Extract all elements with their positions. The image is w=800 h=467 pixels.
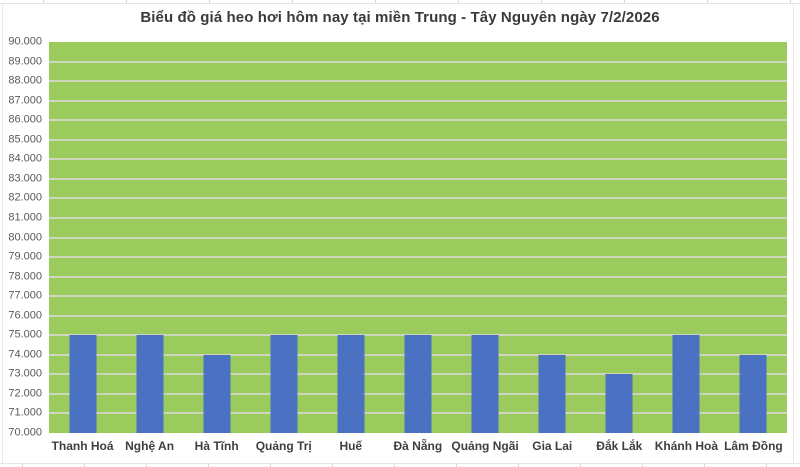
bar <box>471 335 499 433</box>
bar-slot <box>183 42 250 433</box>
y-tick-label: 79.000 <box>8 250 42 263</box>
gridline <box>49 275 787 278</box>
y-tick-label: 89.000 <box>8 55 42 68</box>
y-tick-label: 88.000 <box>8 74 42 87</box>
y-tick-label: 85.000 <box>8 133 42 146</box>
y-tick-label: 72.000 <box>8 387 42 400</box>
y-tick-label: 84.000 <box>8 152 42 165</box>
y-tick-label: 78.000 <box>8 270 42 283</box>
x-tick-label: Gia Lai <box>532 439 573 453</box>
bar-slot <box>452 42 519 433</box>
y-tick-label: 90.000 <box>8 35 42 48</box>
bar-slot <box>586 42 653 433</box>
bar-slot <box>653 42 720 433</box>
x-tick-label: Nghệ An <box>125 439 175 453</box>
y-axis-labels: 70.000 71.000 72.000 73.000 74.000 75.000 76.0… <box>0 36 45 438</box>
gridline <box>49 138 787 141</box>
x-tick-label: Đắk Lắk <box>596 439 643 453</box>
x-tick-label: Lâm Đồng <box>724 439 783 453</box>
y-tick-label: 71.000 <box>8 406 42 419</box>
chart-title: Biểu đồ giá heo hơi hôm nay tại miền Tru… <box>140 9 660 26</box>
page-frame-bottom <box>0 463 800 467</box>
gridline <box>49 314 787 317</box>
bar-slot <box>317 42 384 433</box>
x-axis-labels: Thanh Hoá Nghệ An Hà Tĩnh Quảng Trị Huế Đà Nẵ… <box>49 433 787 461</box>
bar <box>605 374 633 433</box>
x-tick-label: Thanh Hoá <box>51 439 114 453</box>
gridline <box>49 236 787 239</box>
bar-slot <box>519 42 586 433</box>
page-frame-left <box>2 3 3 464</box>
plot-area <box>49 42 787 433</box>
gridline <box>49 256 787 259</box>
bar <box>69 335 97 433</box>
bar <box>538 354 566 433</box>
bar-slot <box>49 42 116 433</box>
bar <box>270 335 298 433</box>
x-tick-label: Huế <box>339 439 363 453</box>
gridline <box>49 99 787 102</box>
y-tick-label: 82.000 <box>8 191 42 204</box>
y-tick-label: 81.000 <box>8 211 42 224</box>
gridline <box>49 216 787 219</box>
y-tick-label: 80.000 <box>8 231 42 243</box>
gridline <box>49 119 787 122</box>
gridline <box>49 60 787 63</box>
gridline <box>49 158 787 161</box>
x-tick-label: Đà Nẵng <box>393 439 443 453</box>
y-tick-label: 87.000 <box>8 94 42 107</box>
bar <box>337 335 365 433</box>
y-tick-label: 83.000 <box>8 172 42 185</box>
bar <box>672 335 700 433</box>
bar-slot <box>720 42 787 433</box>
bar-slot <box>250 42 317 433</box>
y-tick-label: 75.000 <box>8 328 42 341</box>
gridline <box>49 177 787 180</box>
y-tick-label: 73.000 <box>8 367 42 380</box>
bar-slot <box>116 42 183 433</box>
bar-slot <box>384 42 451 433</box>
bar <box>136 335 164 433</box>
x-tick-label: Quảng Ngãi <box>451 439 519 453</box>
page-frame-right <box>793 3 794 464</box>
gridline <box>49 197 787 200</box>
y-tick-label: 74.000 <box>8 348 42 361</box>
x-tick-label: Hà Tĩnh <box>194 439 239 453</box>
bar <box>203 354 231 433</box>
y-tick-label: 86.000 <box>8 113 42 126</box>
bar <box>739 354 767 433</box>
bar-series <box>49 42 787 433</box>
y-tick-label: 70.000 <box>8 426 42 439</box>
x-tick-label: Quảng Trị <box>255 439 312 453</box>
gridline <box>49 80 787 83</box>
x-tick-label: Khánh Hoà <box>654 439 719 453</box>
y-tick-label: 77.000 <box>8 289 42 302</box>
y-tick-label: 76.000 <box>8 309 42 322</box>
page-frame-top <box>0 0 800 4</box>
gridline <box>49 295 787 298</box>
bar <box>404 335 432 433</box>
